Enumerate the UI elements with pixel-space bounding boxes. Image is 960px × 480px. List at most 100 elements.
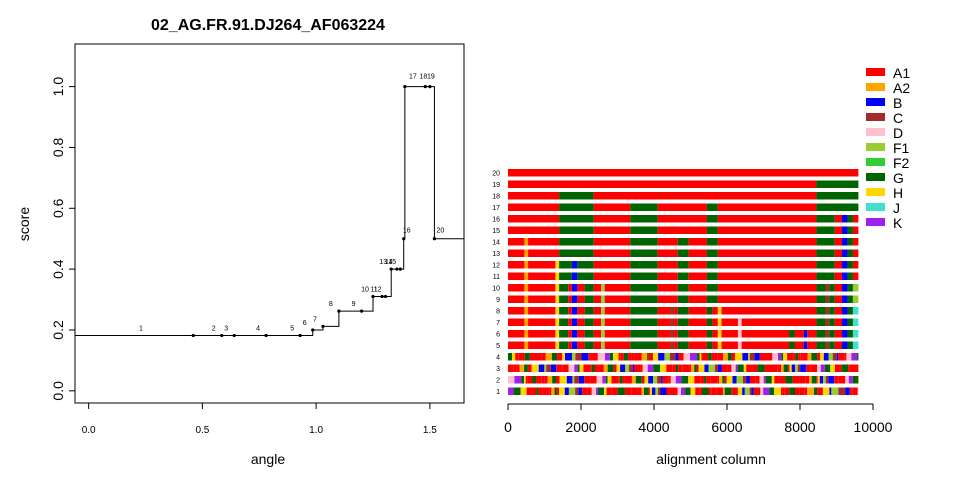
segment-G — [706, 203, 718, 211]
segment-H — [555, 284, 560, 292]
segment-H — [644, 376, 649, 384]
score-point-10 — [371, 294, 375, 299]
segment-A1 — [799, 387, 805, 395]
row-label-13: 13 — [492, 251, 500, 258]
score-point-label-14: 14 — [385, 259, 393, 266]
segment-H — [604, 387, 607, 395]
score-point-2 — [220, 333, 224, 338]
segment-G — [591, 364, 595, 372]
segment-H — [698, 364, 705, 372]
segment-H — [820, 353, 824, 361]
segment-B — [841, 238, 848, 246]
segment-G — [630, 318, 658, 326]
segment-A1 — [688, 330, 707, 338]
segment-D — [772, 353, 778, 361]
segment-A1 — [806, 364, 811, 372]
segment-G — [677, 307, 689, 315]
segment-A2 — [524, 249, 529, 257]
segment-B — [751, 387, 754, 395]
segment-A1 — [844, 353, 847, 361]
segment-G — [769, 387, 775, 395]
segment-G — [559, 318, 569, 326]
score-point-14 — [395, 267, 399, 271]
segment-A1 — [712, 330, 718, 338]
segment-A1 — [508, 169, 859, 177]
segment-G — [847, 318, 853, 326]
segment-A1 — [852, 387, 858, 395]
segment-A1 — [593, 307, 602, 315]
segment-A1 — [834, 295, 842, 303]
score-step-line — [75, 86, 464, 336]
segment-H — [555, 341, 560, 349]
segment-A1 — [794, 387, 800, 395]
segment-K — [848, 376, 853, 384]
segment-A1 — [657, 272, 678, 280]
segment-G — [706, 341, 713, 349]
segment-A1 — [721, 341, 738, 349]
segment-G — [508, 353, 513, 361]
segment-A1 — [577, 307, 585, 315]
segment-A1 — [721, 364, 728, 372]
segment-B — [841, 307, 848, 315]
segment-A1 — [508, 203, 560, 211]
alignment-x-axis: 0 2000 4000 6000 8000 10000 — [504, 403, 893, 435]
y-tick-label-4: 0.8 — [50, 137, 66, 157]
segment-A1 — [528, 272, 556, 280]
segment-G — [559, 307, 569, 315]
segment-A1 — [706, 376, 711, 384]
segment-G — [630, 238, 658, 246]
segment-A1 — [577, 318, 585, 326]
segment-H — [817, 376, 820, 384]
segment-B — [841, 249, 848, 257]
segment-A1 — [708, 387, 712, 395]
segment-C — [749, 353, 755, 361]
segment-F1 — [601, 284, 605, 292]
segment-A1 — [834, 364, 840, 372]
segment-A1 — [508, 215, 560, 223]
segment-G — [706, 330, 713, 338]
segment-A1 — [508, 180, 817, 188]
segment-G — [816, 203, 859, 211]
segment-G — [816, 180, 859, 188]
segment-H — [690, 387, 696, 395]
segment-A1 — [620, 353, 624, 361]
segment-D — [597, 353, 605, 361]
segment-A1 — [528, 284, 556, 292]
segment-A1 — [701, 353, 703, 361]
segment-G — [789, 387, 795, 395]
segment-A1 — [622, 376, 625, 384]
segment-A1 — [807, 330, 817, 338]
segment-H — [616, 364, 621, 372]
segment-A1 — [798, 353, 801, 361]
segment-A1 — [766, 353, 773, 361]
segment-C — [825, 318, 830, 326]
segment-B — [538, 364, 545, 372]
alignment-x-tick-label-3: 6000 — [711, 419, 742, 435]
segment-K — [763, 376, 766, 384]
segment-G — [584, 307, 594, 315]
segment-D — [760, 387, 764, 395]
segment-A1 — [624, 387, 632, 395]
chart-title: 02_AG.FR.91.DJ264_AF063224 — [151, 17, 385, 34]
segment-B — [675, 353, 679, 361]
segment-G — [630, 307, 658, 315]
segment-G — [706, 272, 718, 280]
segment-A1 — [787, 353, 794, 361]
segment-B — [565, 353, 573, 361]
segment-G — [630, 203, 658, 211]
segment-H — [783, 353, 788, 361]
segment-B — [800, 364, 807, 372]
segment-A1 — [593, 330, 602, 338]
score-point-7 — [321, 324, 325, 328]
segment-A2 — [519, 364, 525, 372]
segment-A1 — [816, 376, 818, 384]
segment-A1 — [721, 307, 817, 315]
y-axis-label: score — [16, 207, 32, 241]
segment-A1 — [662, 376, 669, 384]
score-point-18 — [423, 84, 427, 89]
score-point-label-8: 8 — [329, 301, 333, 308]
score-point-label-6: 6 — [303, 320, 307, 327]
x-tick-label-0: 0.0 — [82, 425, 96, 436]
segment-A1 — [731, 353, 736, 361]
segment-A2 — [524, 284, 529, 292]
